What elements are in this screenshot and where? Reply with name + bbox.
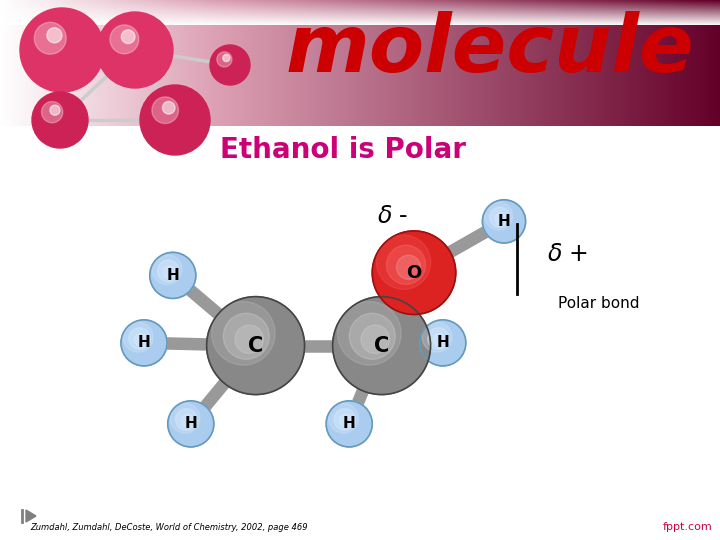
Circle shape	[212, 301, 275, 365]
Circle shape	[170, 403, 200, 433]
Circle shape	[152, 97, 179, 124]
Text: C: C	[374, 335, 390, 356]
Circle shape	[422, 322, 452, 352]
Circle shape	[121, 30, 135, 44]
Circle shape	[397, 255, 420, 279]
Circle shape	[176, 409, 197, 430]
Circle shape	[35, 22, 66, 54]
Circle shape	[32, 92, 88, 148]
Circle shape	[97, 12, 173, 88]
Text: C: C	[248, 335, 264, 356]
Circle shape	[433, 333, 446, 347]
Text: H: H	[166, 268, 179, 283]
Circle shape	[428, 328, 449, 349]
Text: H: H	[343, 416, 356, 431]
Text: $\delta$ +: $\delta$ +	[547, 242, 588, 266]
Circle shape	[210, 45, 250, 85]
Circle shape	[135, 333, 148, 347]
Circle shape	[152, 255, 182, 285]
Circle shape	[326, 401, 372, 447]
Circle shape	[129, 328, 150, 349]
Text: Ethanol is Polar: Ethanol is Polar	[220, 136, 466, 164]
Polygon shape	[26, 510, 36, 522]
Text: H: H	[138, 335, 150, 350]
Circle shape	[207, 296, 305, 395]
Circle shape	[47, 28, 62, 43]
Circle shape	[110, 25, 139, 54]
Text: Zumdahl, Zumdahl, DeCoste, World of Chemistry, 2002, page 469: Zumdahl, Zumdahl, DeCoste, World of Chem…	[30, 523, 307, 532]
Circle shape	[482, 200, 526, 243]
Text: H: H	[498, 214, 510, 229]
Circle shape	[485, 202, 513, 230]
Circle shape	[168, 401, 214, 447]
Circle shape	[377, 235, 431, 289]
Circle shape	[340, 414, 353, 428]
Circle shape	[158, 260, 179, 282]
Circle shape	[121, 320, 167, 366]
Circle shape	[333, 296, 431, 395]
Text: H: H	[436, 335, 449, 350]
Circle shape	[163, 266, 176, 279]
Circle shape	[338, 301, 401, 365]
Circle shape	[181, 414, 194, 428]
Circle shape	[490, 207, 510, 227]
Text: fppt.com: fppt.com	[662, 522, 712, 532]
Circle shape	[387, 245, 426, 285]
Circle shape	[42, 102, 63, 123]
Circle shape	[420, 320, 466, 366]
Text: H: H	[184, 416, 197, 431]
Circle shape	[140, 85, 210, 155]
Circle shape	[235, 325, 264, 354]
Circle shape	[20, 8, 104, 92]
Circle shape	[163, 102, 175, 114]
Circle shape	[361, 325, 390, 354]
Circle shape	[349, 313, 395, 359]
Circle shape	[372, 231, 456, 314]
Text: O: O	[406, 264, 422, 282]
Circle shape	[223, 313, 269, 359]
Text: molecule: molecule	[286, 11, 694, 89]
Text: $\delta$ -: $\delta$ -	[377, 204, 408, 228]
Circle shape	[334, 409, 356, 430]
Circle shape	[217, 52, 232, 67]
Circle shape	[150, 252, 196, 299]
Text: Polar bond: Polar bond	[558, 296, 639, 311]
Circle shape	[123, 322, 153, 352]
Circle shape	[50, 105, 60, 115]
Circle shape	[222, 55, 230, 62]
Circle shape	[328, 403, 359, 433]
Circle shape	[495, 212, 508, 225]
